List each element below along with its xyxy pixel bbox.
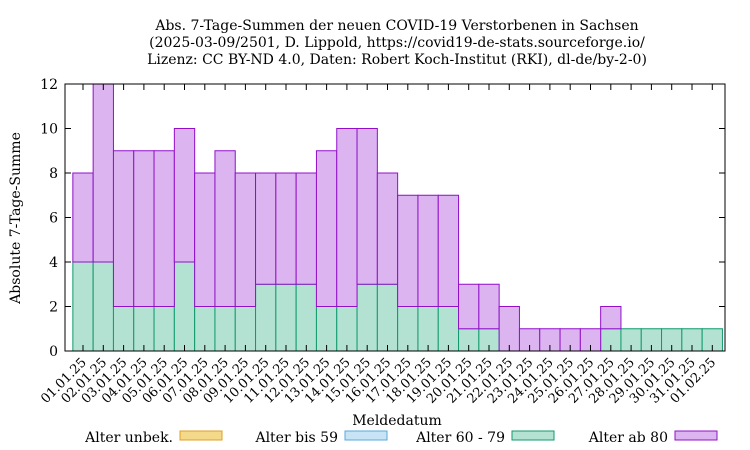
bar-alterab80-18	[437, 194, 460, 307]
bar-alterab80-21	[498, 306, 520, 352]
legend-swatch-0	[179, 430, 223, 441]
bar-alterab80-17	[417, 194, 439, 307]
bar-alterab80-4	[153, 150, 175, 307]
bar-alter60-79-4	[153, 306, 175, 352]
bar-alterab80-19	[458, 283, 480, 330]
bar-alter60-79-1	[92, 261, 114, 352]
bar-alter60-79-15	[376, 283, 399, 352]
bar-alter60-79-11	[295, 283, 317, 352]
chart-title-line-1: Abs. 7-Tage-Summen der neuen COVID-19 Ve…	[154, 18, 638, 34]
bar-alter60-79-6	[194, 306, 216, 352]
bar-alterab80-1	[92, 83, 114, 263]
bar-alter60-79-8	[234, 306, 257, 352]
bar-alterab80-5	[173, 128, 196, 263]
bar-alterab80-13	[336, 128, 358, 307]
x-axis: 01.01.2502.01.2503.01.2504.01.2505.01.25…	[38, 84, 719, 407]
bar-alterab80-26	[600, 306, 622, 330]
bar-alterab80-12	[315, 150, 338, 307]
bar-alterab80-9	[255, 172, 277, 285]
legend: Alter unbek. Alter bis 59 Alter 60 - 79 Alt…	[84, 430, 718, 446]
bar-alterab80-15	[376, 172, 399, 285]
legend-label-0: Alter unbek.	[84, 430, 173, 446]
legend-label-2: Alter 60 - 79	[415, 430, 505, 446]
y-tick-label-4: 4	[49, 255, 58, 271]
y-tick-label-6: 6	[49, 211, 58, 227]
bars	[72, 83, 723, 352]
y-tick-label-12: 12	[40, 77, 58, 93]
bar-alter60-79-10	[275, 283, 297, 352]
bar-alter60-79-14	[356, 283, 378, 352]
bar-alter60-79-2	[112, 306, 135, 352]
bar-alter60-79-7	[214, 306, 236, 352]
bar-alterab80-20	[478, 283, 500, 330]
legend-swatch-2	[511, 430, 555, 441]
y-tick-label-8: 8	[49, 166, 58, 182]
legend-label-1: Alter bis 59	[254, 430, 338, 446]
legend-swatch-3	[674, 430, 718, 441]
bar-alterab80-8	[234, 172, 257, 307]
chart-title: Abs. 7-Tage-Summen der neuen COVID-19 Ve…	[147, 18, 647, 68]
bar-alterab80-14	[356, 128, 378, 285]
y-tick-label-2: 2	[49, 300, 58, 316]
bar-alterab80-11	[295, 172, 317, 285]
legend-label-3: Alter ab 80	[588, 430, 668, 446]
legend-swatch-1	[344, 430, 388, 441]
bar-alter60-79-17	[417, 306, 439, 352]
bar-alterab80-10	[275, 172, 297, 285]
chart-title-line-2: (2025-03-09/2501, D. Lippold, https://co…	[149, 35, 645, 51]
bar-alterab80-7	[214, 150, 236, 307]
bar-alterab80-2	[112, 150, 135, 307]
y-tick-label-10: 10	[40, 122, 58, 138]
bar-alterab80-16	[397, 194, 419, 307]
bar-alter60-79-13	[336, 306, 358, 352]
bar-alterab80-3	[133, 150, 155, 307]
bar-alter60-79-12	[315, 306, 338, 352]
bar-alterab80-0	[72, 172, 94, 263]
y-axis-label: Absolute 7-Tage-Summe	[8, 132, 24, 305]
y-tick-label-0: 0	[49, 344, 58, 360]
x-axis-label: Meldedatum	[352, 413, 442, 429]
bar-alter60-79-3	[133, 306, 155, 352]
chart-title-line-3: Lizenz: CC BY-ND 4.0, Daten: Robert Koch…	[147, 52, 647, 68]
bar-alterab80-6	[194, 172, 216, 307]
bar-alter60-79-9	[255, 283, 277, 352]
bar-alter60-79-5	[173, 261, 196, 352]
bar-alter60-79-18	[437, 306, 460, 352]
bar-alter60-79-0	[72, 261, 94, 352]
bar-alter60-79-16	[397, 306, 419, 352]
plot-frame	[64, 83, 726, 352]
